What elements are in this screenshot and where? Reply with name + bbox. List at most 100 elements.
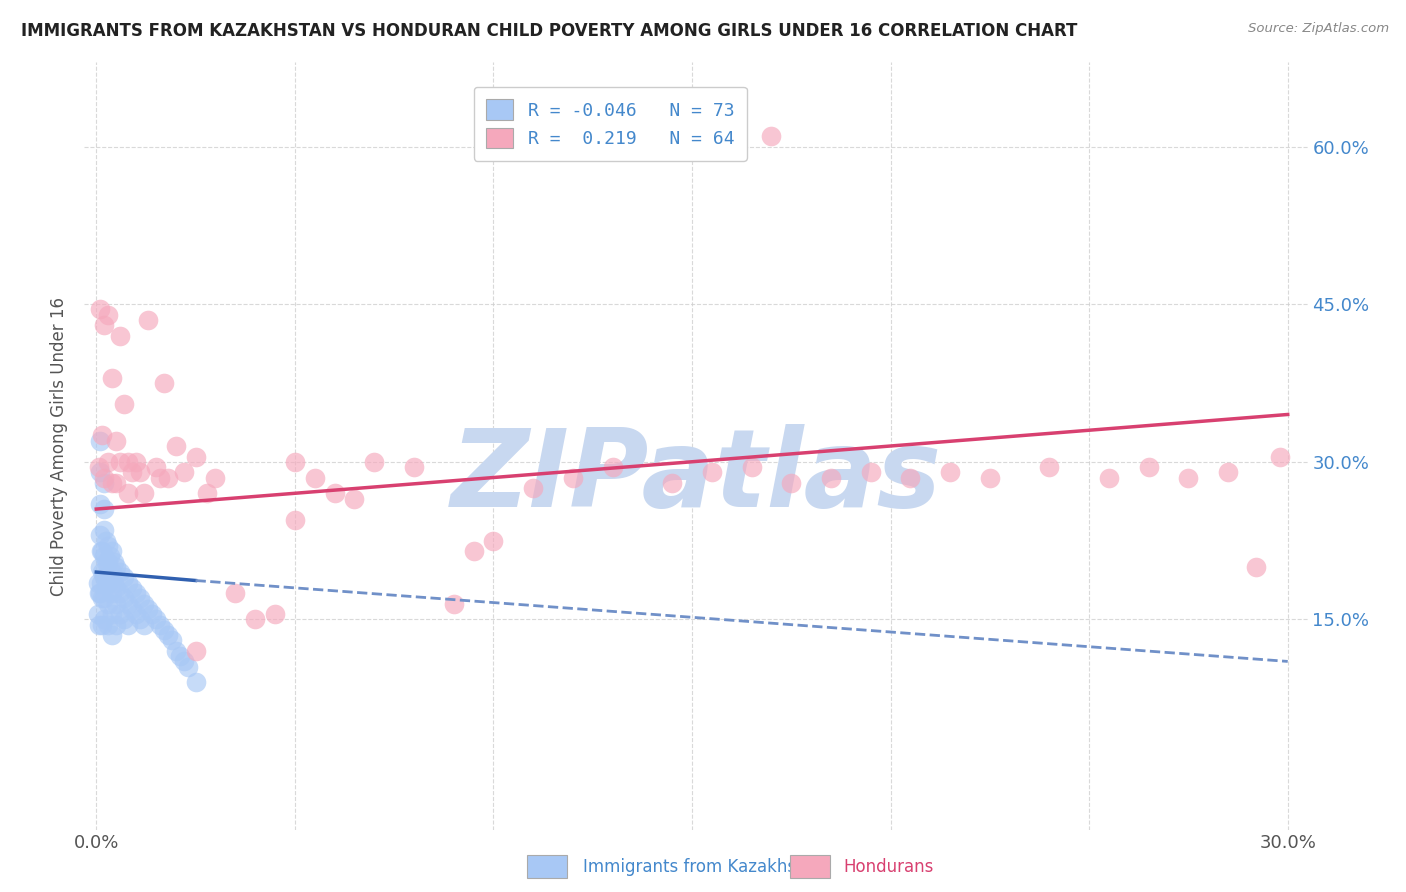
Point	[129, 612, 152, 626]
Text: Hondurans: Hondurans	[844, 858, 934, 876]
Point	[90, 575, 112, 590]
Point	[93, 523, 115, 537]
Point	[98, 570, 121, 584]
Point	[132, 597, 155, 611]
Point	[1038, 460, 1060, 475]
Point	[89, 460, 111, 475]
Point	[96, 555, 118, 569]
Point	[93, 502, 115, 516]
Point	[91, 617, 114, 632]
Point	[1177, 470, 1199, 484]
Point	[129, 591, 152, 606]
Point	[89, 465, 111, 479]
Text: ZIPatlas: ZIPatlas	[450, 424, 942, 530]
Point	[112, 591, 135, 606]
Point	[284, 512, 307, 526]
Point	[117, 617, 139, 632]
Point	[243, 612, 266, 626]
Point	[105, 475, 128, 490]
Point	[149, 617, 172, 632]
Point	[121, 602, 143, 616]
Point	[87, 575, 110, 590]
Point	[184, 450, 207, 464]
Point	[91, 544, 114, 558]
Point	[108, 565, 131, 579]
Text: Source: ZipAtlas.com: Source: ZipAtlas.com	[1249, 22, 1389, 36]
Point	[304, 470, 326, 484]
Point	[91, 591, 114, 606]
Point	[90, 544, 112, 558]
Point	[108, 607, 131, 621]
Point	[1218, 465, 1240, 479]
Point	[108, 328, 131, 343]
Point	[89, 528, 111, 542]
Point	[264, 607, 287, 621]
Point	[165, 439, 187, 453]
Point	[117, 455, 139, 469]
Point	[117, 575, 139, 590]
Text: Immigrants from Kazakhstan: Immigrants from Kazakhstan	[583, 858, 824, 876]
Point	[156, 470, 179, 484]
Point	[112, 570, 135, 584]
Point	[141, 607, 163, 621]
Point	[700, 465, 723, 479]
Point	[91, 428, 114, 442]
Point	[160, 633, 183, 648]
Point	[522, 481, 544, 495]
Y-axis label: Child Poverty Among Girls Under 16: Child Poverty Among Girls Under 16	[51, 296, 69, 596]
Point	[93, 549, 115, 564]
Point	[602, 460, 624, 475]
Point	[145, 612, 167, 626]
Point	[97, 575, 120, 590]
Point	[136, 313, 159, 327]
Point	[780, 475, 803, 490]
Point	[87, 607, 110, 621]
Point	[93, 612, 115, 626]
Point	[93, 570, 115, 584]
Point	[101, 370, 124, 384]
Point	[761, 128, 783, 143]
Text: IMMIGRANTS FROM KAZAKHSTAN VS HONDURAN CHILD POVERTY AMONG GIRLS UNDER 16 CORREL: IMMIGRANTS FROM KAZAKHSTAN VS HONDURAN C…	[21, 22, 1077, 40]
Point	[149, 470, 172, 484]
Point	[145, 460, 167, 475]
Point	[101, 607, 124, 621]
Point	[112, 612, 135, 626]
Point	[97, 539, 120, 553]
Point	[97, 597, 120, 611]
Point	[89, 497, 111, 511]
Point	[561, 470, 583, 484]
Point	[103, 555, 125, 569]
Point	[101, 544, 124, 558]
Point	[204, 470, 226, 484]
Point	[101, 565, 124, 579]
Point	[197, 486, 219, 500]
Point	[108, 455, 131, 469]
Point	[402, 460, 425, 475]
Point	[108, 586, 131, 600]
Point	[105, 559, 128, 574]
Point	[132, 617, 155, 632]
Point	[156, 628, 179, 642]
Point	[169, 649, 191, 664]
Point	[224, 586, 246, 600]
Point	[165, 644, 187, 658]
Point	[105, 617, 128, 632]
Point	[284, 455, 307, 469]
Point	[117, 486, 139, 500]
Point	[173, 655, 195, 669]
Point	[741, 460, 763, 475]
Point	[117, 597, 139, 611]
Point	[1244, 559, 1267, 574]
Point	[93, 470, 115, 484]
Point	[91, 565, 114, 579]
Point	[121, 581, 143, 595]
Point	[1268, 450, 1291, 464]
Point	[105, 581, 128, 595]
Point	[93, 475, 115, 490]
Point	[101, 628, 124, 642]
Point	[125, 455, 148, 469]
Point	[184, 644, 207, 658]
Point	[101, 475, 124, 490]
Point	[121, 465, 143, 479]
Point	[97, 308, 120, 322]
